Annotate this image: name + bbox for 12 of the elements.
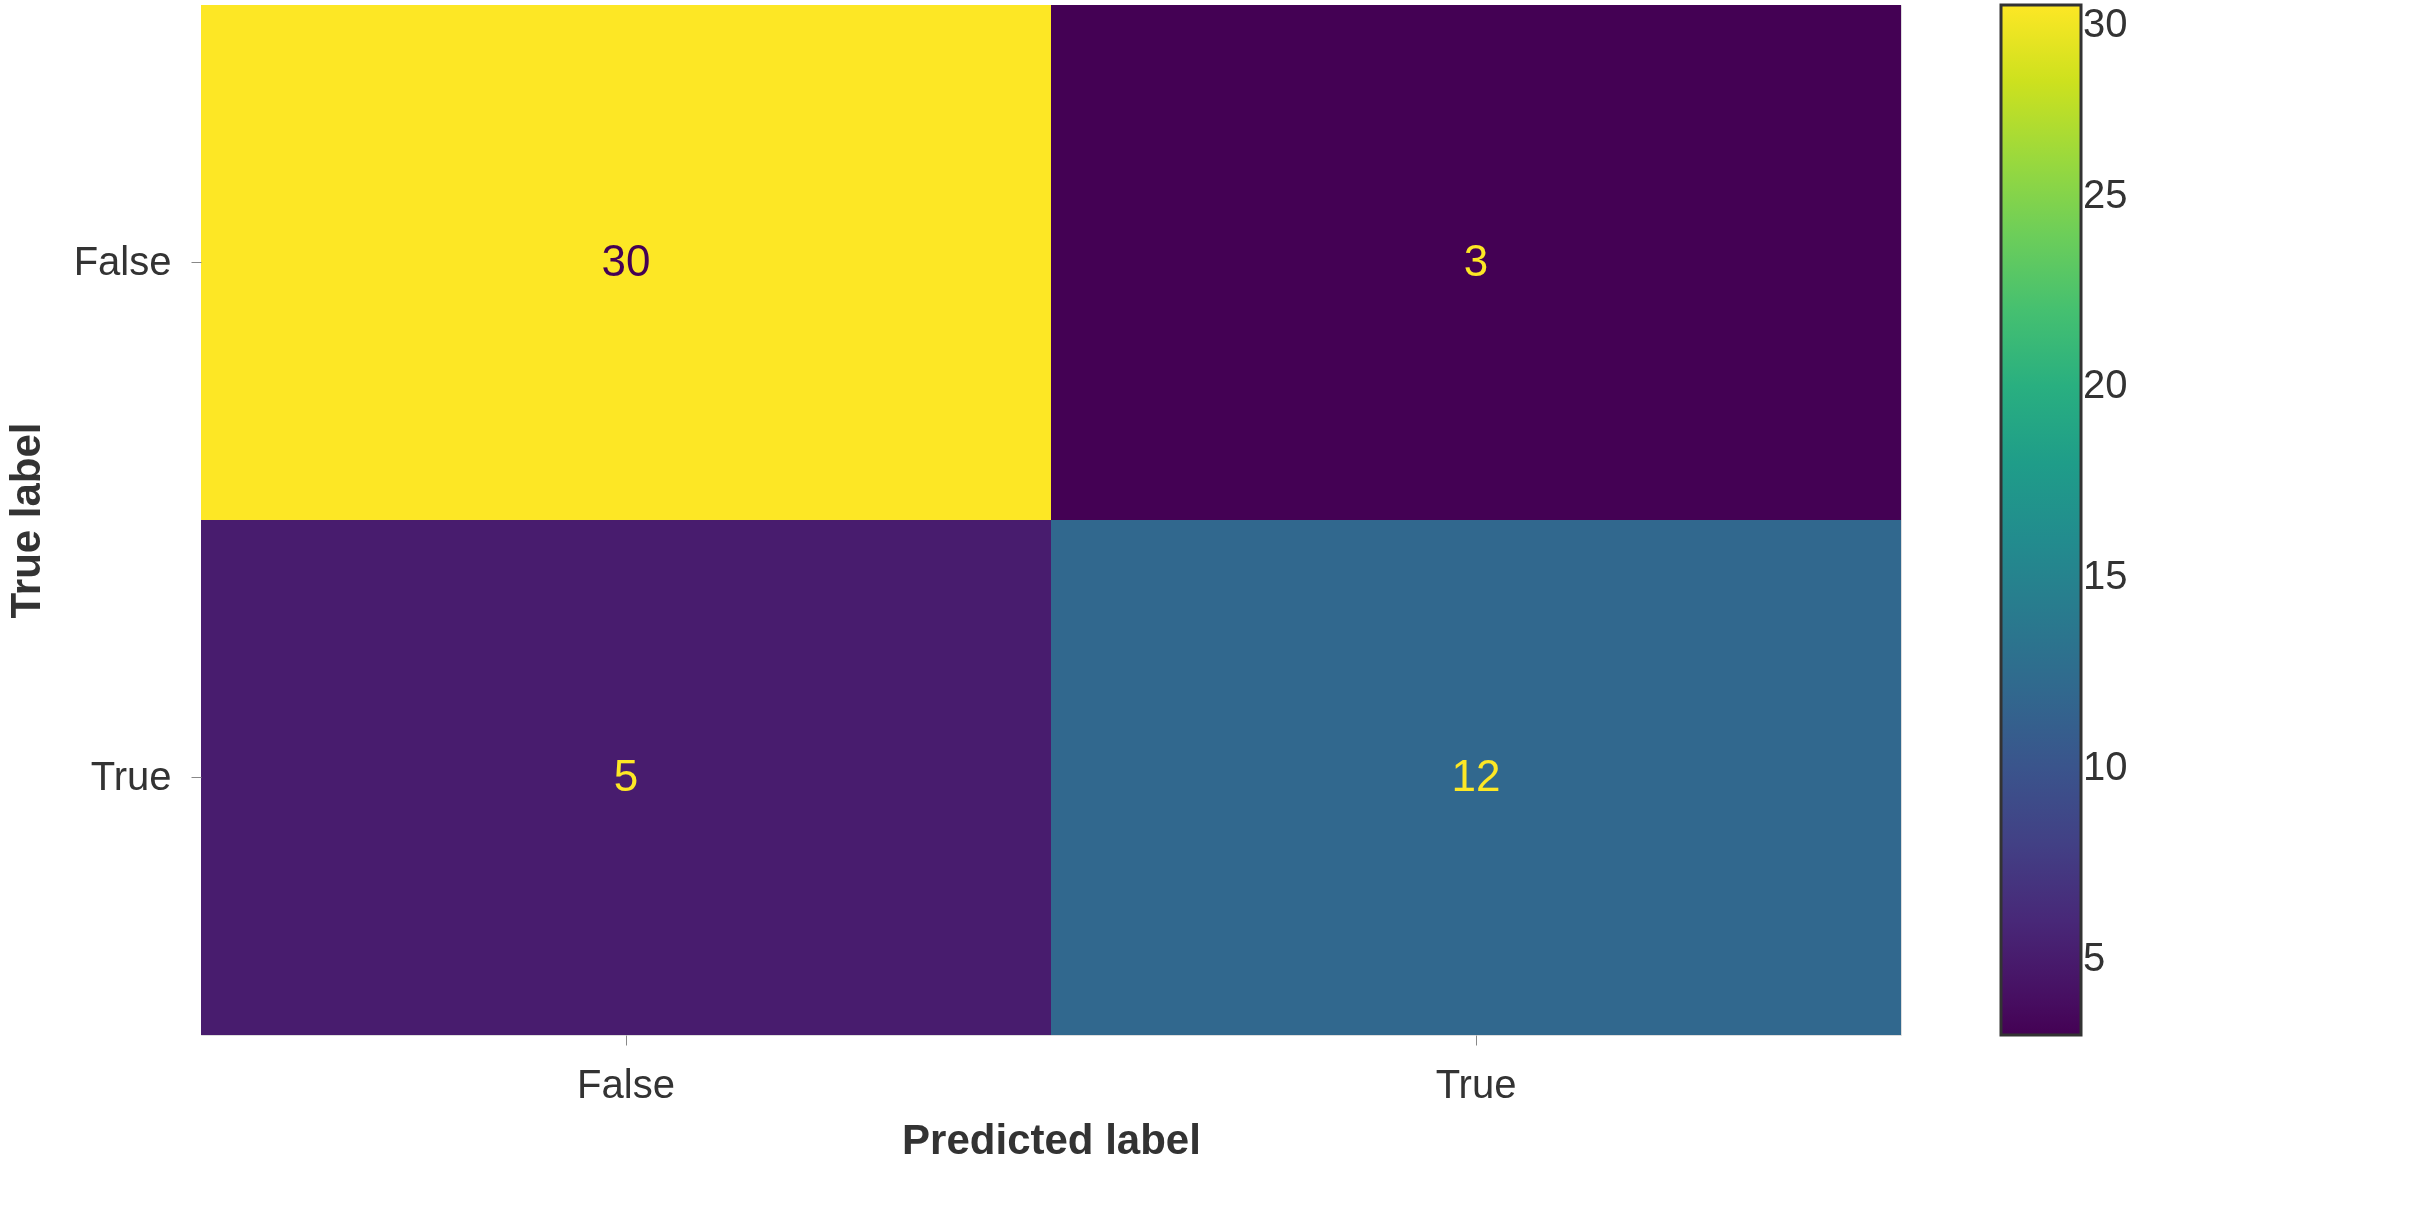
- color-bar-label: 20: [2083, 362, 2128, 407]
- x-axis-title: Predicted label: [902, 1115, 1201, 1163]
- color-bar-label: 5: [2083, 934, 2106, 979]
- data-label: 12: [1451, 750, 1501, 800]
- color-bar-label: 10: [2083, 743, 2128, 788]
- data-label: 5: [613, 750, 639, 800]
- y-axis-title: True label: [1, 422, 49, 619]
- data-label: 30: [601, 235, 651, 285]
- color-bar-label: 30: [2083, 1, 2128, 45]
- data-label: 3: [1463, 235, 1489, 285]
- color-bar-label: 25: [2083, 171, 2128, 216]
- color-bar-label: 15: [2083, 553, 2128, 598]
